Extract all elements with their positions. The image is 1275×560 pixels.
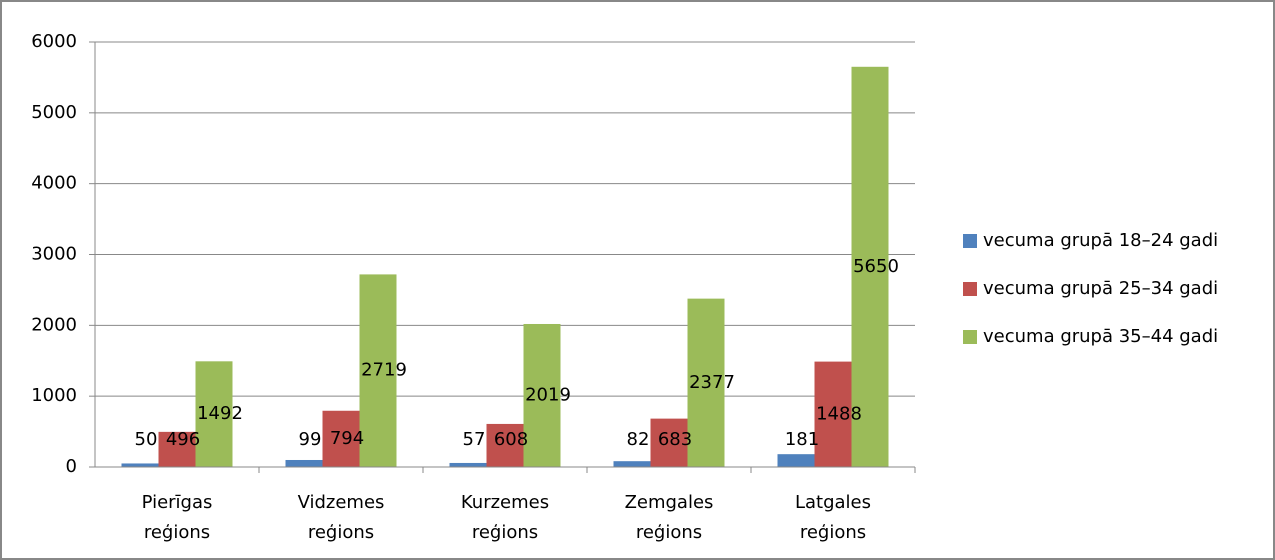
data-label: 496 (166, 429, 200, 450)
bar (195, 361, 233, 467)
data-label: 683 (658, 429, 692, 450)
y-tick-label: 3000 (31, 244, 77, 265)
data-label: 5650 (853, 256, 899, 277)
data-label: 1488 (816, 403, 862, 424)
bar (322, 410, 360, 467)
x-tick-label: Kurzemes reģions (461, 492, 549, 543)
y-tick-label: 2000 (31, 314, 77, 335)
data-label: 181 (785, 429, 819, 450)
x-tick-label: Vidzemes reģions (298, 492, 385, 543)
bar (359, 274, 397, 467)
legend-swatch (963, 330, 977, 344)
legend-label: vecuma grupā 18–24 gadi (983, 230, 1218, 251)
y-tick-label: 5000 (31, 102, 77, 123)
y-tick-label: 0 (66, 456, 77, 477)
bar (851, 66, 889, 468)
bar (687, 298, 725, 467)
legend-swatch (963, 282, 977, 296)
bar (121, 463, 159, 467)
data-label: 2719 (361, 360, 407, 381)
bar (613, 461, 651, 467)
bar (449, 462, 487, 467)
y-tick-label: 4000 (31, 173, 77, 194)
data-label: 2377 (689, 372, 735, 393)
data-label: 50 (135, 429, 158, 450)
bar (650, 418, 688, 467)
y-tick-label: 6000 (31, 31, 77, 52)
legend-label: vecuma grupā 25–34 gadi (983, 278, 1218, 299)
data-label: 2019 (525, 384, 571, 405)
data-label: 608 (494, 429, 528, 450)
legend-label: vecuma grupā 35–44 gadi (983, 326, 1218, 347)
data-label: 99 (299, 429, 322, 450)
y-tick-label: 1000 (31, 385, 77, 406)
x-tick-label: Pierīgas reģions (142, 492, 213, 543)
bar (158, 431, 196, 467)
x-tick-label: Latgales reģions (795, 492, 871, 543)
bar (814, 361, 852, 467)
data-label: 1492 (197, 403, 243, 424)
data-label: 794 (330, 428, 364, 449)
bar (777, 454, 815, 467)
data-label: 57 (463, 429, 486, 450)
bar (523, 323, 561, 467)
x-tick-label: Zemgales reģions (625, 492, 714, 543)
bar (285, 459, 323, 467)
legend-swatch (963, 234, 977, 248)
data-label: 82 (627, 429, 650, 450)
bar (486, 423, 524, 467)
